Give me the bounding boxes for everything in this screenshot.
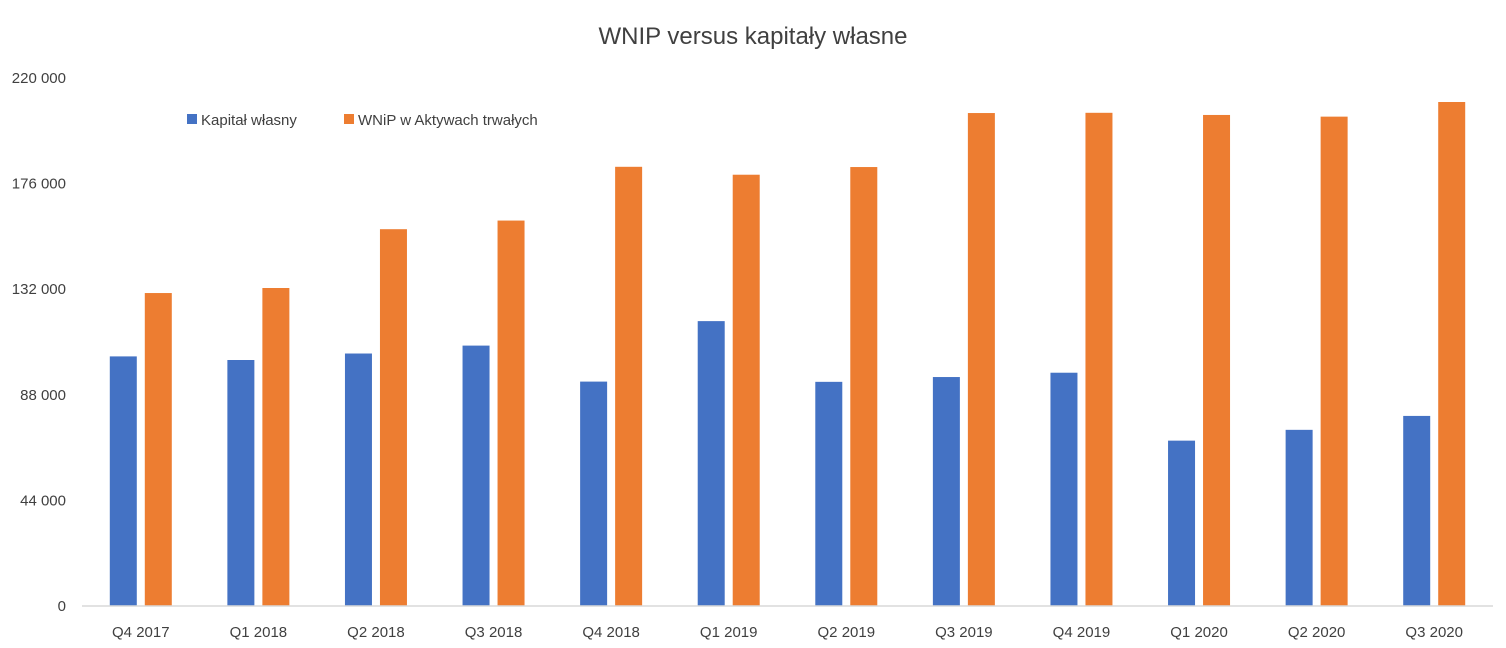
bar-wnip — [379, 229, 407, 606]
y-tick-label: 176 000 — [12, 176, 66, 193]
bar-wnip — [967, 113, 995, 606]
bar-wnip — [1320, 116, 1348, 606]
bar-kapital-wlasny — [227, 360, 255, 606]
x-tick-label: Q3 2020 — [1405, 624, 1463, 641]
x-tick-label: Q2 2020 — [1288, 624, 1346, 641]
x-tick-label: Q1 2019 — [700, 624, 758, 641]
bar-kapital-wlasny — [580, 381, 608, 606]
bar-wnip — [1438, 102, 1466, 606]
bar-kapital-wlasny — [1168, 440, 1196, 606]
bar-kapital-wlasny — [1403, 415, 1431, 606]
y-tick-label: 132 000 — [12, 281, 66, 298]
y-tick-label: 88 000 — [20, 387, 66, 404]
x-tick-label: Q3 2018 — [465, 624, 523, 641]
bar-kapital-wlasny — [462, 345, 490, 606]
x-tick-label: Q4 2018 — [582, 624, 640, 641]
x-tick-label: Q2 2018 — [347, 624, 405, 641]
legend-swatch — [344, 114, 354, 124]
bar-wnip — [732, 174, 760, 606]
bar-kapital-wlasny — [1285, 429, 1313, 606]
bar-kapital-wlasny — [932, 377, 960, 606]
chart-title: WNIP versus kapitały własne — [599, 23, 908, 50]
bar-wnip — [1203, 114, 1231, 607]
y-tick-label: 44 000 — [20, 492, 66, 509]
legend-label: WNiP w Aktywach trwałych — [358, 112, 538, 129]
legend-swatch — [187, 114, 197, 124]
bar-wnip — [262, 288, 290, 606]
y-axis-ticks: 0 44 000 88 000 132 000 176 000 220 000 — [12, 70, 66, 615]
bars — [109, 102, 1466, 607]
bar-wnip — [497, 220, 525, 606]
bar-kapital-wlasny — [697, 321, 725, 606]
x-tick-label: Q4 2019 — [1053, 624, 1111, 641]
bar-kapital-wlasny — [1050, 372, 1078, 606]
bar-kapital-wlasny — [815, 381, 843, 606]
x-tick-label: Q3 2019 — [935, 624, 993, 641]
bar-kapital-wlasny — [109, 356, 137, 606]
bar-wnip — [850, 167, 878, 607]
bar-kapital-wlasny — [344, 353, 372, 606]
y-tick-label: 0 — [58, 598, 66, 615]
x-axis-ticks: Q4 2017 Q1 2018 Q2 2018 Q3 2018 Q4 2018 Q1 20… — [112, 624, 1463, 641]
x-tick-label: Q2 2019 — [818, 624, 876, 641]
legend: Kapitał własny WNiP w Aktywach trwałych — [187, 112, 538, 129]
bar-wnip — [1085, 112, 1113, 607]
x-tick-label: Q4 2017 — [112, 624, 170, 641]
x-tick-label: Q1 2018 — [230, 624, 288, 641]
y-tick-label: 220 000 — [12, 70, 66, 87]
x-tick-label: Q1 2020 — [1170, 624, 1228, 641]
bar-wnip — [615, 166, 643, 607]
bar-wnip — [144, 293, 172, 606]
legend-label: Kapitał własny — [201, 112, 297, 129]
